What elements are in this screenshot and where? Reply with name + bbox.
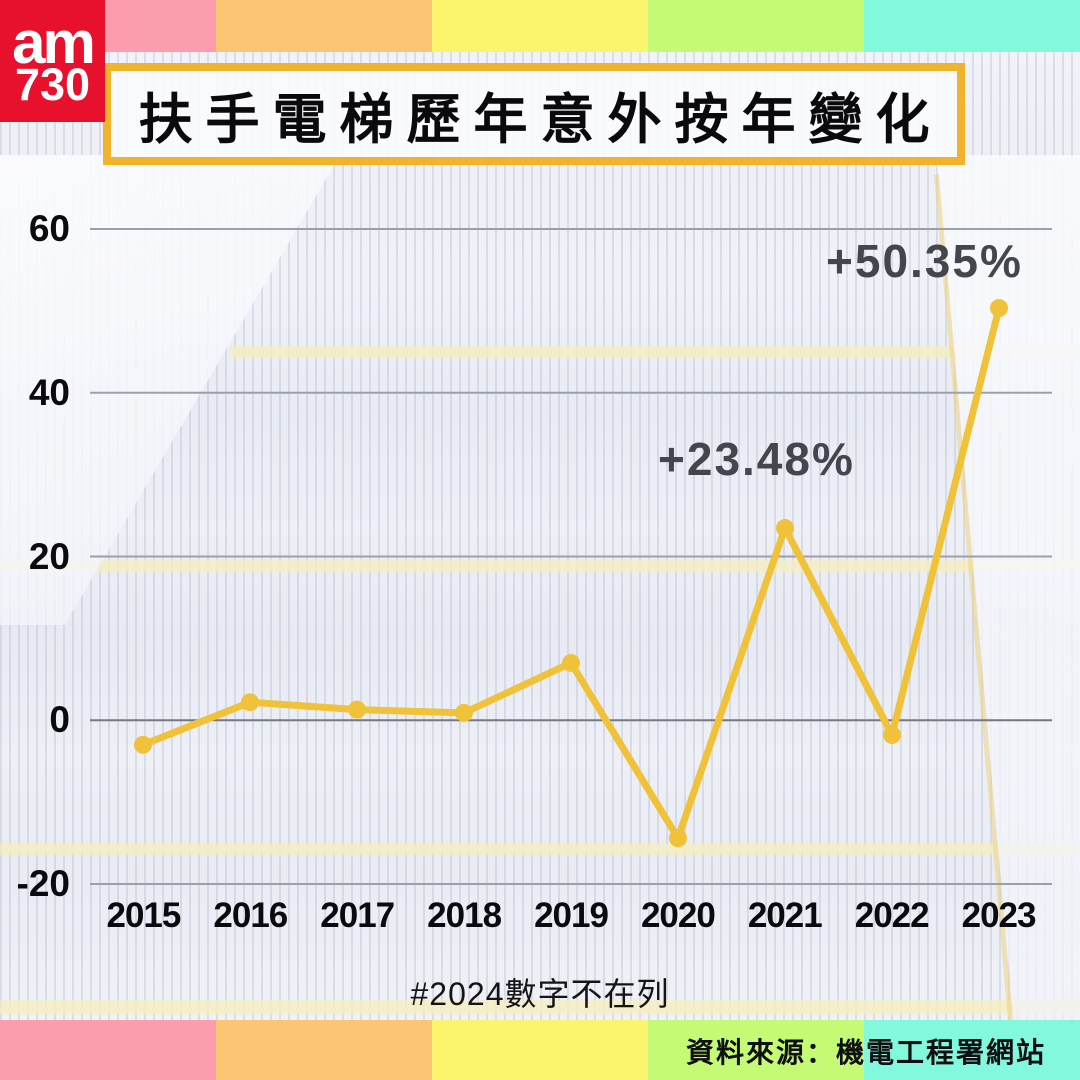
- footnote: #2024數字不在列: [410, 976, 670, 1012]
- page-title: 扶手電梯歷年意外按年變化: [138, 89, 943, 150]
- data-line: [139, 304, 1003, 842]
- stripe-segment: [216, 1020, 432, 1080]
- x-tick-label: 2020: [640, 896, 716, 935]
- stripe-segment: [432, 1020, 648, 1080]
- x-tick-label: 2023: [961, 896, 1037, 935]
- y-tick-label: 0: [49, 699, 70, 741]
- x-tick-label: 2018: [427, 896, 502, 935]
- data-point: [134, 735, 152, 754]
- x-tick-label: 2017: [320, 896, 395, 935]
- x-tick-label: 2019: [534, 896, 609, 935]
- x-tick-label: 2021: [747, 896, 823, 935]
- x-tick-label: 2022: [854, 896, 930, 935]
- escalator-photo-background: [0, 0, 1080, 1022]
- x-tick-label: 2015: [106, 896, 182, 935]
- y-axis: 60 40 20 0 -20: [0, 0, 70, 1020]
- x-axis: 2015 2016 2017 2018 2019 2020 2021 2022 2023: [90, 894, 1052, 938]
- annotation-2023: +50.35%: [826, 235, 1023, 287]
- title-box: 扶手電梯歷年意外按年變化: [103, 63, 965, 165]
- bottom-color-stripe: [0, 1020, 1080, 1080]
- annotation-2021: +23.48%: [658, 433, 855, 485]
- stripe-segment: [432, 0, 648, 52]
- data-point: [348, 700, 366, 719]
- data-point: [669, 829, 687, 848]
- stripe-segment: [864, 1020, 1080, 1080]
- y-tick-label: -20: [16, 863, 70, 904]
- data-point: [990, 299, 1008, 318]
- logo-text-am: am: [12, 8, 96, 76]
- data-point: [455, 703, 473, 722]
- y-tick-label: 60: [28, 208, 70, 249]
- step-edge-strip: [0, 843, 1080, 855]
- data-point: [241, 693, 259, 712]
- am730-logo: am 730: [0, 0, 105, 122]
- stripe-segment: [216, 0, 432, 52]
- stripe-segment: [648, 1020, 864, 1080]
- step-edge-strip: [230, 346, 1080, 358]
- x-tick-label: 2016: [213, 896, 288, 935]
- y-tick-label: 40: [28, 371, 70, 413]
- logo-text-730: 730: [14, 59, 91, 111]
- step-edge-strip: [0, 1000, 1080, 1014]
- stripe-segment: [648, 0, 864, 52]
- data-source: 資料來源：機電工程署網站: [685, 1037, 1046, 1068]
- stripe-segment: [0, 1020, 216, 1080]
- y-tick-label: 20: [28, 535, 70, 577]
- stripe-segment: [864, 0, 1080, 52]
- data-point: [776, 519, 794, 538]
- data-point: [883, 725, 901, 744]
- data-point: [562, 653, 580, 672]
- top-color-stripe: [0, 0, 1080, 52]
